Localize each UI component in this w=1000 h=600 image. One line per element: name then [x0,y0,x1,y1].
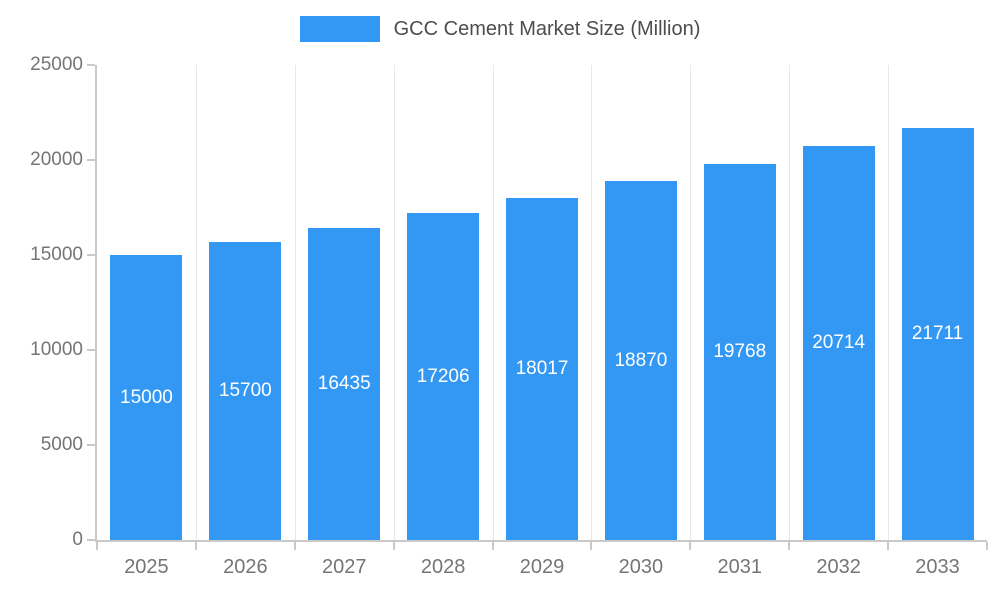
x-tick-label: 2028 [420,556,466,578]
category-separator-line [789,65,791,540]
bar-value-label: 19768 [713,341,767,363]
y-tick-label: 25000 [30,54,83,75]
chart-legend[interactable]: GCC Cement Market Size (Million) [0,16,1000,42]
category-separator-line [690,65,692,540]
category-separator-line [492,65,494,540]
plot-area: 0 5000 10000 15000 20000 25000 2025 2026 2027 20… [30,54,988,578]
bar-2025[interactable]: 15000 [110,255,183,540]
y-tick-mark [87,159,95,161]
x-tick-label: 2030 [618,556,664,578]
y-tick-mark [87,444,95,446]
y-tick-mark [87,539,95,541]
bar-2033[interactable]: 21711 [901,127,974,540]
bar-value-label: 18017 [515,357,569,379]
bar-value-label: 18870 [614,349,668,371]
y-tick-label: 15000 [30,244,83,265]
category-separator-line [591,65,593,540]
x-tick-label: 2032 [816,556,861,578]
x-tick-mark [689,542,692,550]
category-separator-line [294,65,296,540]
category-separator-line [888,65,890,540]
x-tick-mark [96,542,98,550]
x-tick-label: 2026 [223,556,268,578]
y-tick-label: 10000 [30,339,83,360]
bar-value-label: 17206 [416,365,470,387]
x-tick-mark [887,542,890,550]
x-tick-mark [194,542,197,550]
x-tick-label: 2027 [321,556,367,578]
legend-swatch-icon [299,16,380,42]
y-tick-mark [87,64,95,66]
y-tick-mark [87,254,95,256]
x-tick-mark [788,542,791,550]
bar-2028[interactable]: 17206 [407,213,480,540]
x-tick-mark [590,542,593,550]
x-tick-label: 2033 [915,556,960,578]
y-tick-label: 5000 [40,434,83,455]
bar-2030[interactable]: 18870 [604,181,677,540]
category-separator-line [195,65,197,540]
bar-2032[interactable]: 20714 [802,146,875,540]
bar-value-label: 20714 [812,332,866,354]
bar-value-label: 16435 [317,372,371,394]
y-tick-label: 20000 [30,149,83,170]
bar-2026[interactable]: 15700 [209,241,282,540]
x-tick-label: 2029 [519,556,565,578]
bar-2031[interactable]: 19768 [703,164,776,540]
bar-value-label: 15000 [120,386,173,408]
category-separator-line [393,65,395,540]
x-tick-label: 2031 [717,556,763,578]
x-tick-mark [986,542,988,550]
x-tick-mark [491,542,494,550]
x-tick-label: 2025 [124,556,169,578]
x-tick-mark [392,542,395,550]
bar-2027[interactable]: 16435 [308,227,381,540]
bar-value-label: 21711 [911,322,964,344]
bar-value-label: 15700 [218,379,272,401]
bar-2029[interactable]: 18017 [506,197,578,540]
x-tick-mark [293,542,296,550]
legend-label: GCC Cement Market Size (Million) [393,17,701,40]
y-tick-label: 0 [72,529,83,550]
y-tick-mark [87,349,95,351]
